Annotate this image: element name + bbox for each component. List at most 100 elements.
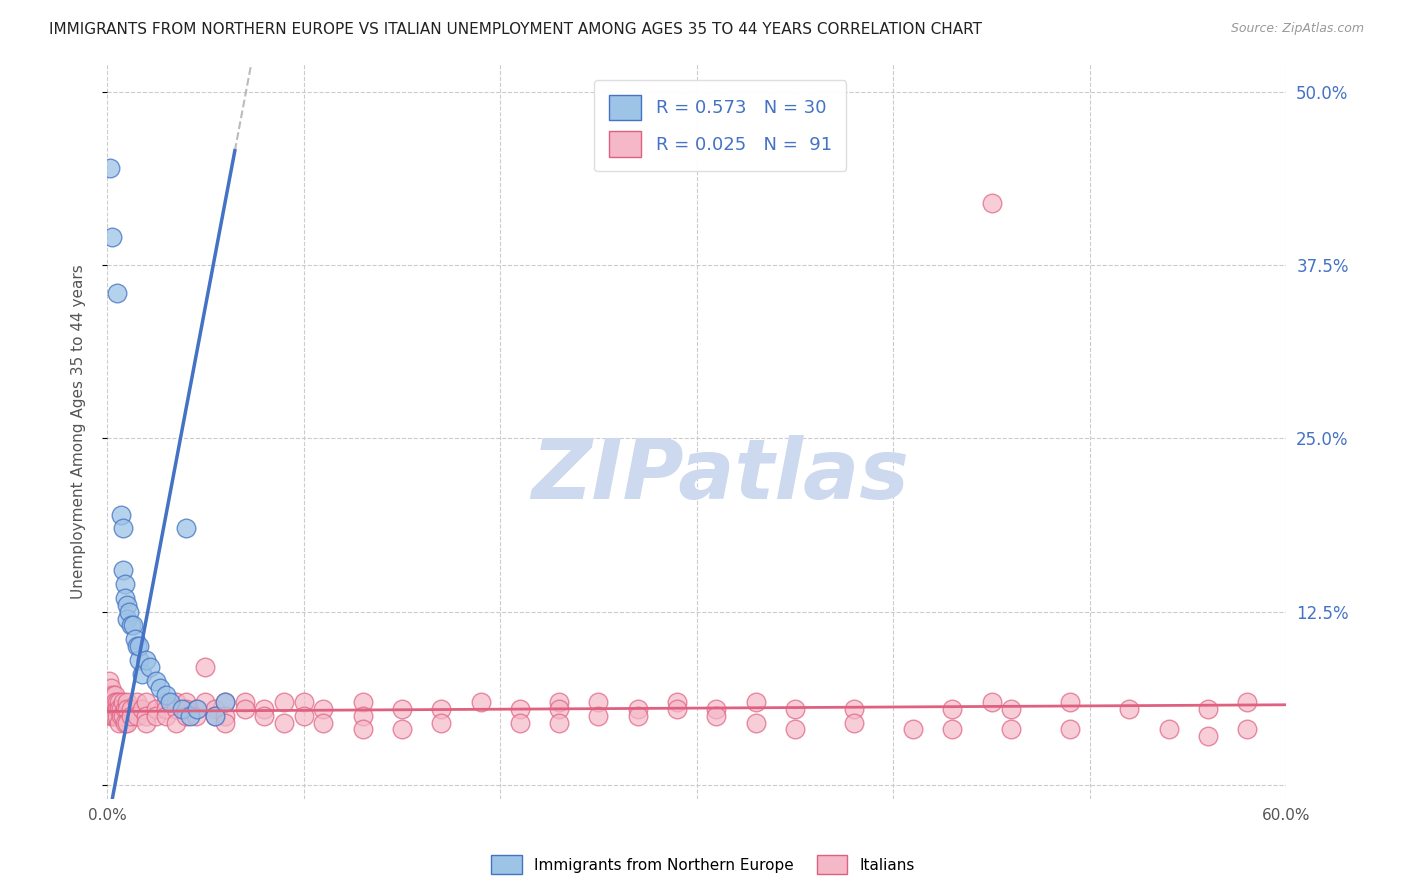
Point	[352, 695, 374, 709]
Point	[135, 708, 157, 723]
Point	[135, 715, 157, 730]
Point	[1197, 701, 1219, 715]
Point	[100, 708, 122, 723]
Point	[292, 708, 315, 723]
Point	[941, 723, 963, 737]
Point	[204, 708, 226, 723]
Point	[149, 681, 172, 695]
Point	[165, 701, 187, 715]
Point	[145, 708, 167, 723]
Point	[115, 715, 138, 730]
Point	[783, 723, 806, 737]
Point	[115, 695, 138, 709]
Point	[98, 688, 121, 702]
Point	[174, 701, 197, 715]
Point	[548, 715, 571, 730]
Point	[745, 715, 768, 730]
Point	[214, 695, 236, 709]
Point	[135, 653, 157, 667]
Point	[115, 701, 138, 715]
Point	[145, 673, 167, 688]
Point	[98, 161, 121, 175]
Point	[509, 701, 531, 715]
Point	[253, 708, 276, 723]
Point	[666, 695, 689, 709]
Point	[104, 695, 127, 709]
Point	[105, 285, 128, 300]
Point	[233, 695, 256, 709]
Point	[1059, 723, 1081, 737]
Point	[100, 681, 122, 695]
Point	[666, 701, 689, 715]
Point	[509, 715, 531, 730]
Point	[174, 708, 197, 723]
Point	[115, 611, 138, 625]
Point	[155, 708, 177, 723]
Point	[165, 695, 187, 709]
Point	[110, 708, 132, 723]
Point	[233, 701, 256, 715]
Point	[145, 701, 167, 715]
Point	[98, 701, 121, 715]
Point	[111, 708, 134, 723]
Point	[901, 723, 924, 737]
Point	[174, 695, 197, 709]
Point	[627, 708, 650, 723]
Point	[170, 701, 193, 715]
Point	[100, 695, 122, 709]
Text: IMMIGRANTS FROM NORTHERN EUROPE VS ITALIAN UNEMPLOYMENT AMONG AGES 35 TO 44 YEAR: IMMIGRANTS FROM NORTHERN EUROPE VS ITALI…	[49, 22, 983, 37]
Y-axis label: Unemployment Among Ages 35 to 44 years: Unemployment Among Ages 35 to 44 years	[72, 264, 86, 599]
Point	[292, 695, 315, 709]
Point	[194, 660, 217, 674]
Point	[627, 701, 650, 715]
Point	[108, 695, 131, 709]
Point	[110, 508, 132, 522]
Point	[1236, 695, 1258, 709]
Point	[110, 701, 132, 715]
Point	[312, 701, 335, 715]
Point	[120, 701, 142, 715]
Point	[204, 701, 226, 715]
Point	[184, 701, 207, 715]
Point	[1157, 723, 1180, 737]
Point	[131, 701, 153, 715]
Point	[184, 708, 207, 723]
Point	[115, 598, 138, 612]
Point	[135, 695, 157, 709]
Point	[352, 723, 374, 737]
Text: Source: ZipAtlas.com: Source: ZipAtlas.com	[1230, 22, 1364, 36]
Point	[470, 695, 492, 709]
Point	[105, 708, 128, 723]
Point	[179, 708, 201, 723]
Point	[706, 701, 728, 715]
Point	[139, 660, 162, 674]
Point	[105, 695, 128, 709]
Point	[204, 708, 226, 723]
Point	[104, 688, 127, 702]
Point	[706, 708, 728, 723]
Point	[114, 715, 136, 730]
Point	[186, 701, 208, 715]
Point	[128, 653, 150, 667]
Point	[1118, 701, 1140, 715]
Point	[155, 688, 177, 702]
Point	[101, 708, 124, 723]
Point	[548, 695, 571, 709]
Point	[273, 715, 295, 730]
Point	[312, 715, 335, 730]
Point	[430, 701, 453, 715]
Point	[548, 701, 571, 715]
Point	[1236, 723, 1258, 737]
Point	[125, 708, 148, 723]
Point	[128, 640, 150, 654]
Point	[111, 521, 134, 535]
Point	[125, 640, 148, 654]
Point	[111, 563, 134, 577]
Point	[124, 632, 146, 647]
Point	[430, 715, 453, 730]
Point	[352, 708, 374, 723]
Point	[273, 695, 295, 709]
Point	[745, 695, 768, 709]
Legend: R = 0.573   N = 30, R = 0.025   N =  91: R = 0.573 N = 30, R = 0.025 N = 91	[595, 80, 846, 171]
Point	[101, 230, 124, 244]
